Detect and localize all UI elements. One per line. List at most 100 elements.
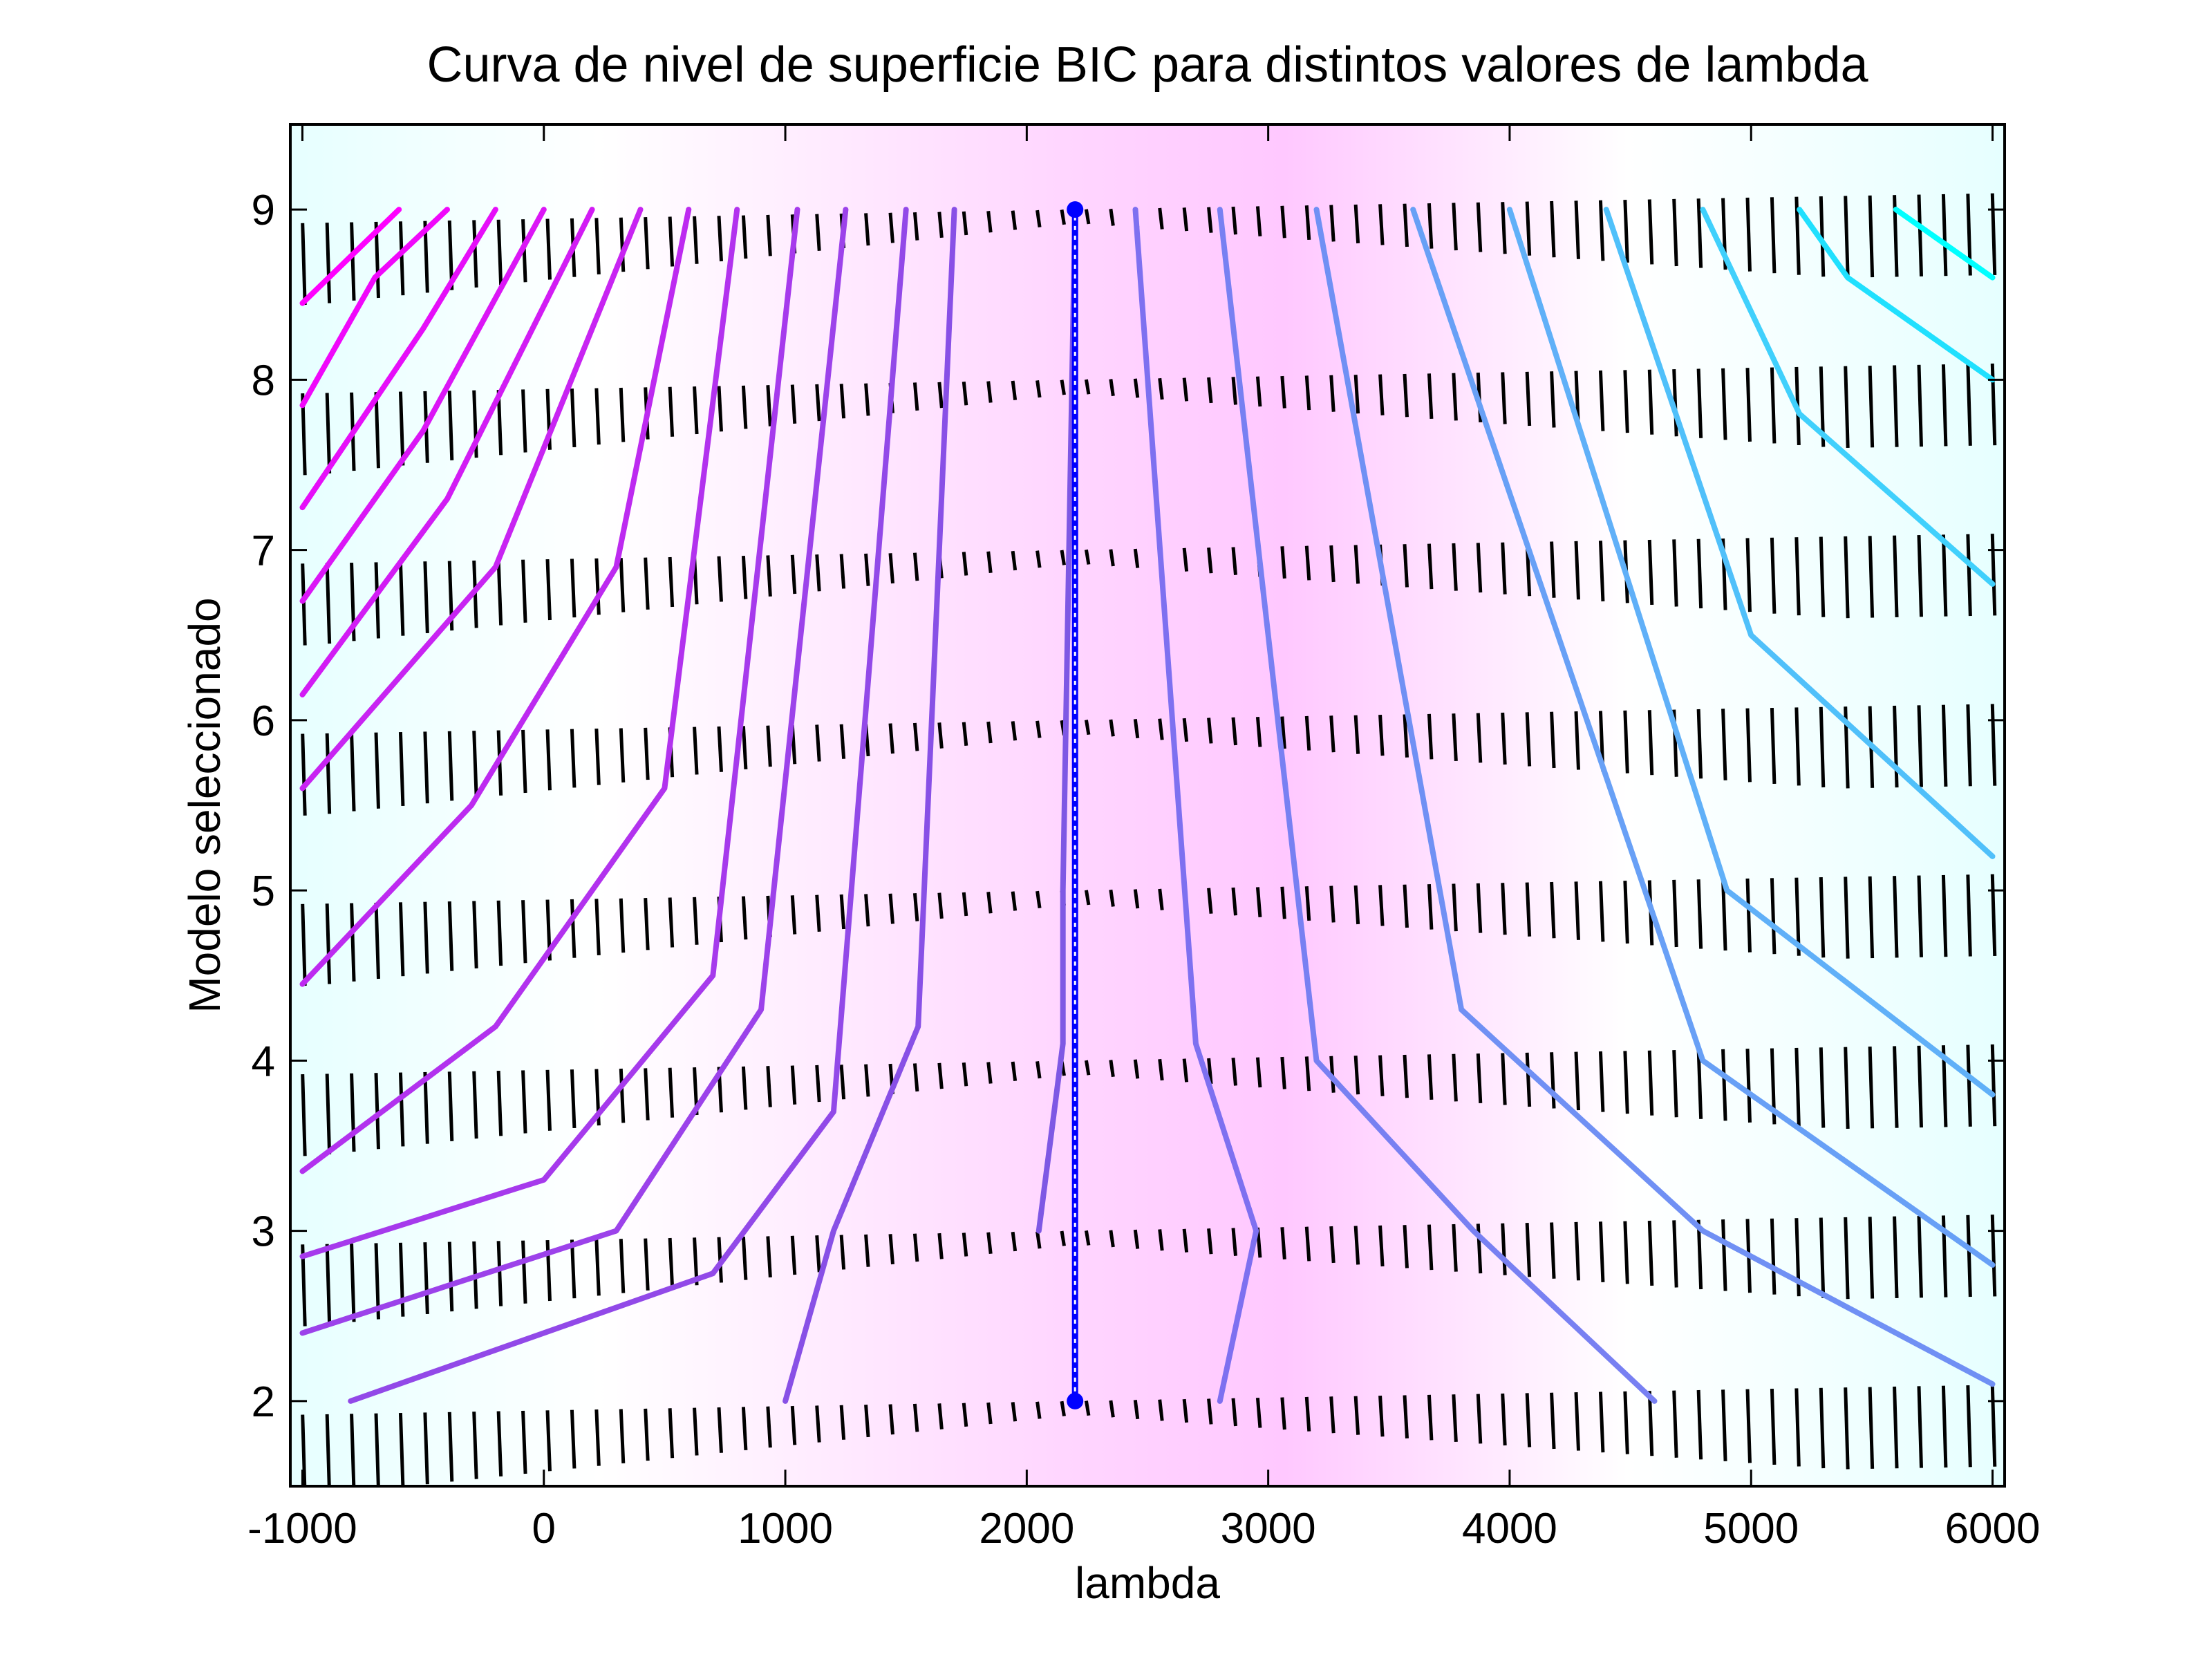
field-arrow (1476, 1394, 1483, 1444)
field-arrow (864, 383, 870, 416)
x-tick-label: 2000 (979, 1505, 1074, 1553)
field-arrow (423, 731, 429, 804)
field-arrow (766, 1236, 772, 1278)
field-arrow (1133, 1059, 1140, 1079)
field-arrow (1550, 200, 1556, 258)
field-arrow (1550, 541, 1556, 598)
field-arrow (325, 1074, 332, 1154)
minimum-path (1067, 201, 1084, 1409)
field-arrow (1868, 195, 1875, 278)
field-arrow (1745, 708, 1752, 782)
field-arrow (545, 1069, 552, 1131)
field-arrow (1990, 1044, 1997, 1127)
field-arrow (1476, 1053, 1483, 1104)
y-tick-label: 6 (252, 697, 275, 745)
field-arrow (1966, 364, 1972, 446)
field-arrow (521, 1070, 527, 1134)
field-arrow (594, 1239, 601, 1296)
field-arrow (423, 1412, 429, 1485)
field-arrow (1084, 209, 1091, 225)
field-arrow (766, 385, 772, 427)
field-arrow (496, 560, 503, 626)
field-arrow (570, 1069, 577, 1129)
field-arrow (839, 1065, 846, 1100)
field-arrow (1280, 1056, 1286, 1089)
field-arrow (594, 1409, 601, 1466)
field-arrow (1304, 886, 1311, 921)
level-curve (1410, 207, 1996, 1268)
field-arrow (1011, 891, 1018, 911)
field-arrow (1158, 377, 1164, 400)
field-arrow (447, 1241, 454, 1312)
level-curve (1603, 207, 1996, 859)
field-arrow (1941, 534, 1948, 617)
level-curve (299, 207, 595, 697)
field-arrow (1550, 1052, 1556, 1109)
field-arrow (644, 216, 650, 270)
field-arrow (398, 221, 405, 296)
field-arrow (1158, 1399, 1164, 1421)
field-arrow (325, 393, 332, 474)
field-arrow (1452, 1053, 1458, 1102)
field-arrow (741, 1236, 748, 1280)
field-arrow (1011, 1231, 1018, 1252)
field-arrow (766, 214, 772, 256)
field-arrow (766, 1066, 772, 1107)
field-arrow (1158, 1229, 1164, 1251)
field-arrow (1035, 1401, 1042, 1419)
field-arrow (1966, 874, 1972, 957)
field-arrow (717, 216, 723, 262)
field-arrow (570, 1409, 577, 1469)
field-arrow (1255, 717, 1262, 747)
field-arrow (741, 385, 748, 429)
field-arrow (717, 556, 723, 602)
field-arrow (545, 559, 552, 621)
field-arrow (1721, 1389, 1727, 1461)
field-arrow (766, 1406, 772, 1448)
field-arrow (521, 1410, 527, 1474)
field-arrow (1672, 198, 1678, 267)
level-curve (1035, 207, 1078, 1234)
field-arrow (1452, 373, 1458, 421)
field-arrow (1623, 1051, 1629, 1114)
field-arrow (1207, 547, 1213, 574)
field-arrow (570, 729, 577, 788)
field-arrow (1647, 1391, 1654, 1456)
field-arrow (1868, 366, 1875, 448)
field-arrow (1647, 199, 1654, 265)
field-arrow (1255, 206, 1262, 236)
field-arrow (1672, 369, 1678, 437)
field-arrow (1501, 1393, 1507, 1446)
field-arrow (1550, 1392, 1556, 1450)
field-arrow (570, 388, 577, 448)
field-arrow (1941, 704, 1948, 787)
field-arrow (1770, 708, 1777, 784)
level-curve (299, 207, 849, 1336)
field-arrow (1035, 379, 1042, 398)
field-arrow (1623, 370, 1629, 433)
field-arrow (839, 724, 846, 759)
field-arrow (1060, 1400, 1066, 1417)
field-arrow (1084, 1230, 1091, 1246)
field-arrow (1966, 1044, 1972, 1127)
field-arrow (717, 386, 723, 432)
field-arrow (1525, 1222, 1532, 1277)
field-arrow (864, 894, 870, 927)
field-arrow (472, 1071, 478, 1139)
field-arrow (350, 903, 356, 982)
field-arrow (644, 727, 650, 780)
field-arrow (1280, 375, 1286, 409)
y-tick-label: 9 (252, 187, 275, 234)
field-arrow (1255, 887, 1262, 917)
field-arrow (815, 214, 821, 251)
field-arrow (1525, 371, 1532, 427)
field-arrow (1353, 1396, 1360, 1435)
field-arrow (1819, 1217, 1826, 1298)
field-arrow (1304, 715, 1311, 751)
field-arrow (1990, 363, 1997, 446)
field-arrow (1060, 209, 1066, 225)
level-curve (1700, 207, 1996, 587)
field-arrow (693, 897, 699, 945)
field-arrow (1501, 202, 1507, 254)
field-arrow (693, 1407, 699, 1456)
